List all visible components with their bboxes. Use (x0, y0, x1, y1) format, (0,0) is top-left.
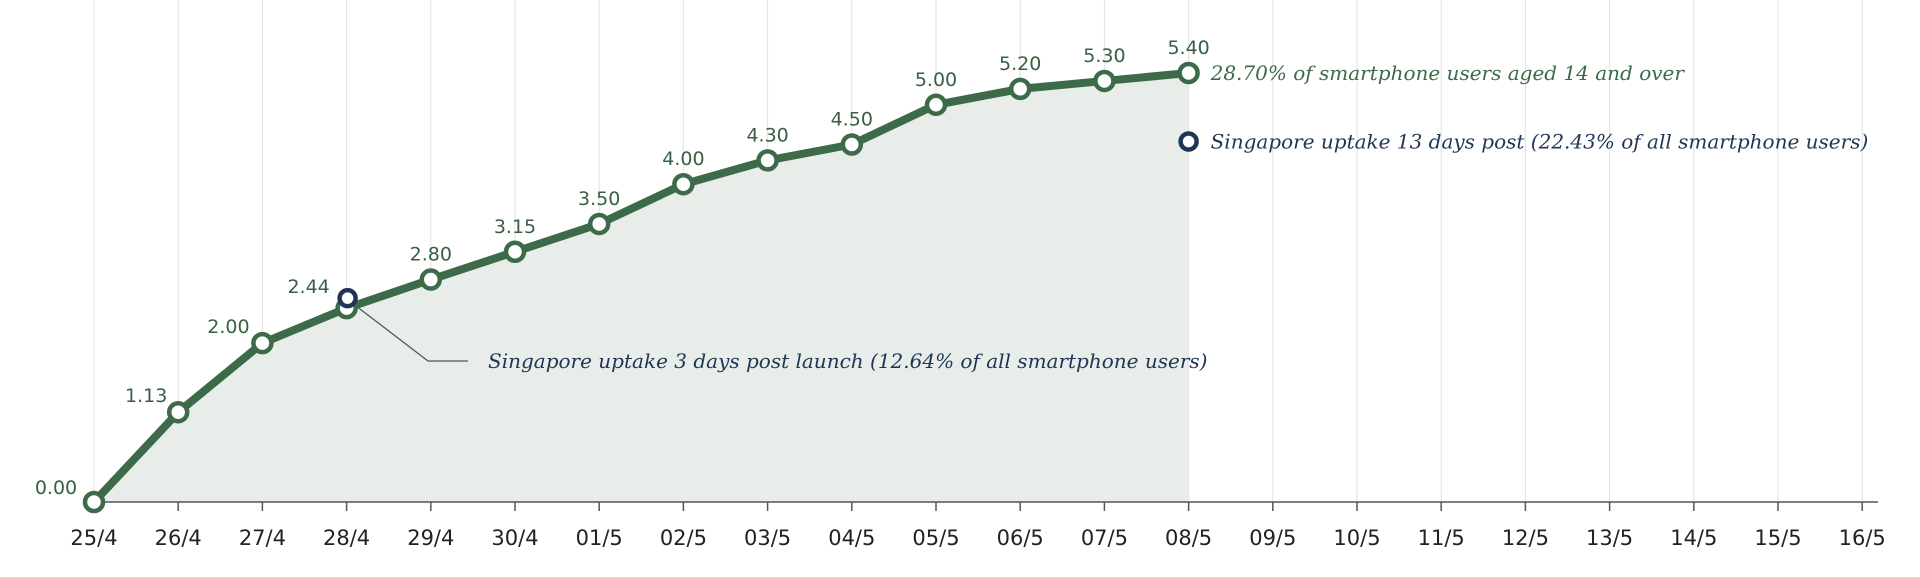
data-points (82, 61, 1200, 514)
annotation-leaders (353, 303, 468, 362)
data-label-4: 2.80 (410, 244, 452, 266)
data-label-5: 3.15 (494, 216, 536, 238)
data-point-0 (82, 490, 106, 514)
x-tick-label-16: 11/5 (1418, 526, 1465, 550)
x-tick-label-15: 10/5 (1333, 526, 1380, 550)
x-tick-label-3: 28/4 (323, 526, 370, 550)
data-label-10: 5.00 (915, 69, 957, 91)
x-tick-label-19: 14/5 (1670, 526, 1717, 550)
data-point-5 (503, 240, 527, 263)
uptake-series-line (90, 69, 1193, 506)
x-tick-label-21: 16/5 (1839, 526, 1886, 550)
x-tick-label-13: 08/5 (1165, 526, 1212, 550)
data-point-6 (587, 212, 611, 236)
data-label-6: 3.50 (578, 188, 620, 210)
singapore-13-days-marker (1178, 131, 1199, 152)
data-labels: 0.00 1.13 2.00 2.44 2.80 3.15 3.50 4.00 4.30 4.50… (35, 37, 1210, 499)
data-label-1: 1.13 (125, 385, 167, 407)
x-tick-label-1: 26/4 (155, 526, 202, 550)
data-label-7: 4.00 (662, 148, 704, 170)
x-tick-label-18: 13/5 (1586, 526, 1633, 550)
x-tick-label-12: 07/5 (1081, 526, 1128, 550)
data-label-3: 2.44 (287, 276, 329, 298)
x-tick-label-14: 09/5 (1249, 526, 1296, 550)
data-label-9: 4.50 (831, 109, 873, 131)
data-point-4 (419, 268, 443, 291)
singapore-13-days-annotation: Singapore uptake 13 days post (22.43% of… (1211, 130, 1869, 154)
end-annotation-label: 28.70% of smartphone users aged 14 and o… (1210, 61, 1686, 85)
x-tick-label-7: 02/5 (660, 526, 707, 550)
data-point-13 (1177, 61, 1200, 85)
x-tick-label-20: 15/5 (1754, 526, 1801, 550)
singapore-3-days-marker (337, 287, 358, 309)
singapore-3-days-leader (353, 303, 468, 362)
data-label-8: 4.30 (746, 124, 788, 146)
x-tick-label-5: 30/4 (491, 526, 538, 550)
x-axis-ticks (93, 502, 1863, 511)
x-axis-tick-labels: 25/4 26/4 27/4 28/4 29/4 30/4 01/5 02/5 03/5 04/5… (70, 526, 1885, 550)
x-tick-label-17: 12/5 (1502, 526, 1549, 550)
x-tick-label-4: 29/4 (407, 526, 454, 550)
x-tick-label-10: 05/5 (912, 526, 959, 550)
x-tick-label-9: 04/5 (828, 526, 875, 550)
data-label-12: 5.30 (1083, 45, 1125, 67)
data-point-1 (166, 400, 190, 424)
x-tick-label-0: 25/4 (70, 526, 117, 550)
x-tick-label-2: 27/4 (239, 526, 286, 550)
x-tick-label-11: 06/5 (997, 526, 1044, 550)
data-point-12 (1093, 69, 1116, 93)
data-point-10 (924, 93, 948, 117)
data-point-8 (756, 149, 779, 172)
data-point-9 (840, 133, 864, 156)
uptake-area-fill (94, 73, 1189, 502)
data-label-2: 2.00 (207, 316, 249, 338)
data-point-2 (251, 331, 274, 355)
singapore-3-days-annotation: Singapore uptake 3 days post launch (12.… (488, 349, 1207, 373)
x-tick-label-8: 03/5 (744, 526, 791, 550)
data-label-11: 5.20 (999, 53, 1041, 75)
data-label-13: 5.40 (1167, 37, 1209, 59)
data-point-11 (1008, 77, 1032, 101)
data-point-7 (672, 172, 695, 196)
data-label-0: 0.00 (35, 477, 77, 499)
x-tick-label-6: 01/5 (576, 526, 623, 550)
